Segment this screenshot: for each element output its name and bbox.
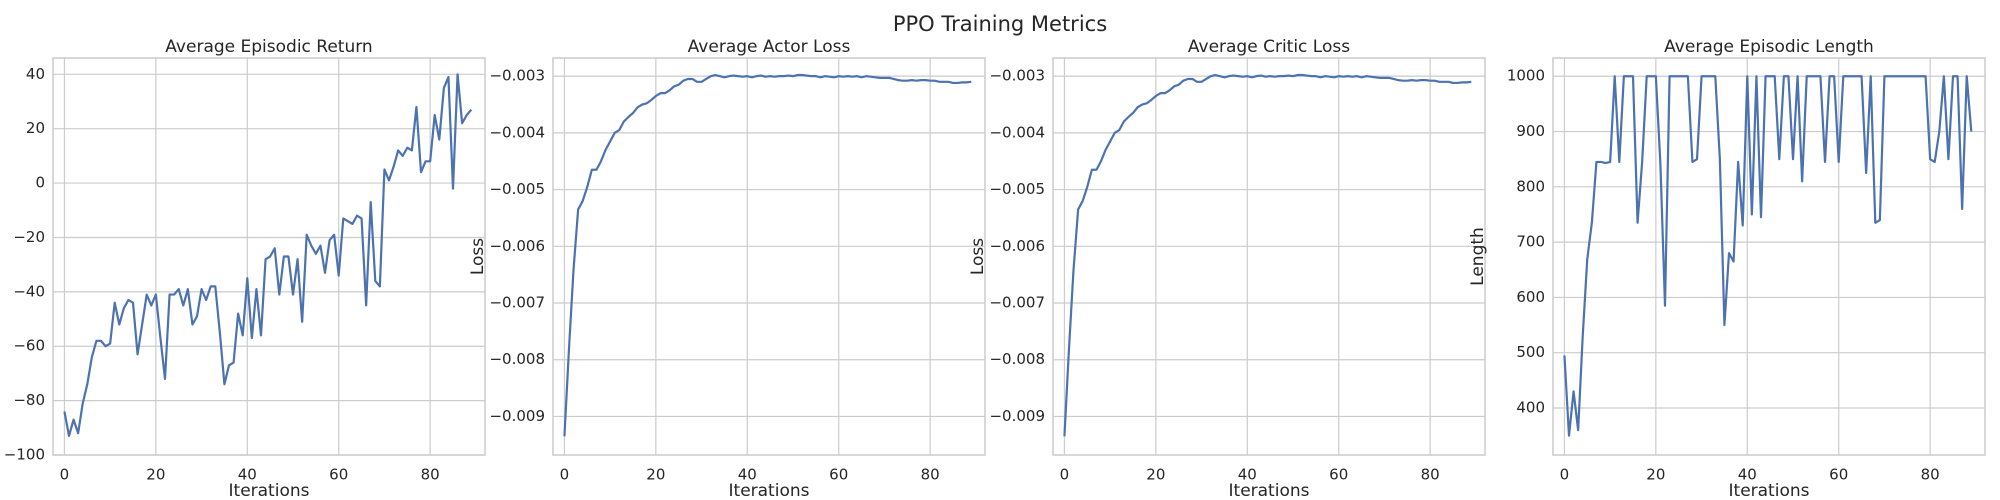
y-axis-label: Loss	[468, 238, 488, 275]
x-tick-label: 60	[1329, 466, 1348, 484]
x-tick-label: 80	[1421, 466, 1440, 484]
x-tick-label: 0	[560, 466, 570, 484]
x-tick-label: 80	[921, 466, 940, 484]
y-tick-label: 700	[1516, 233, 1545, 251]
x-axis-label: Iterations	[229, 481, 310, 500]
x-tick-label: 0	[1060, 466, 1070, 484]
y-axis-label: Loss	[968, 238, 988, 275]
plot-frame	[1552, 57, 1986, 456]
x-tick-label: 40	[238, 466, 257, 484]
y-tick-label: −0.006	[489, 237, 545, 255]
y-tick-label: −100	[4, 446, 45, 464]
x-tick-label: 40	[1238, 466, 1257, 484]
x-tick-label: 20	[146, 466, 165, 484]
y-tick-label: −0.008	[489, 350, 545, 368]
y-tick-label: −0.005	[489, 180, 545, 198]
y-tick-label: 900	[1516, 122, 1545, 140]
x-tick-label: 60	[329, 466, 348, 484]
chart-title: Average Actor Loss	[688, 37, 851, 57]
x-tick-label: 60	[1829, 466, 1848, 484]
y-tick-label: −20	[13, 228, 45, 246]
x-tick-label: 20	[646, 466, 665, 484]
y-tick-label: −40	[13, 282, 45, 300]
series-line	[1063, 73, 1472, 437]
plot-frame	[552, 57, 986, 456]
y-tick-label: −0.003	[989, 67, 1045, 85]
y-tick-label: −0.008	[989, 350, 1045, 368]
chart-panel-1: −100 −80 −60 −40 −20 0 20 40 0 20 40 60 80 Average Ep…	[4, 37, 486, 500]
x-tick-label: 0	[1560, 466, 1570, 484]
y-tick-label: −0.007	[489, 294, 545, 312]
chart-title: Average Critic Loss	[1188, 37, 1350, 57]
chart-panel-4: 400 500 600 700 800 900 1000 0 20 40 60 80 Average E…	[1468, 37, 1986, 500]
x-tick-label: 80	[421, 466, 440, 484]
y-tick-label: −0.005	[989, 180, 1045, 198]
y-tick-label: −0.004	[489, 123, 545, 141]
plot-frame	[1052, 57, 1486, 456]
y-tick-label: −0.009	[989, 407, 1045, 425]
y-tick-label: −0.004	[989, 123, 1045, 141]
chart-title: Average Episodic Return	[165, 37, 372, 57]
y-tick-label: 40	[26, 65, 45, 83]
y-tick-label: 600	[1516, 288, 1545, 306]
x-tick-label: 20	[1646, 466, 1665, 484]
x-tick-label: 40	[738, 466, 757, 484]
series-line	[563, 73, 972, 437]
y-tick-label: 1000	[1507, 67, 1545, 85]
y-tick-label: 0	[35, 174, 45, 192]
x-tick-label: 60	[829, 466, 848, 484]
y-tick-label: −60	[13, 337, 45, 355]
x-tick-label: 20	[1146, 466, 1165, 484]
x-axis-label: Iterations	[1729, 481, 1810, 500]
x-axis-label: Iterations	[729, 481, 810, 500]
y-tick-label: 400	[1516, 399, 1545, 417]
plot-frame	[52, 57, 486, 456]
y-tick-label: 800	[1516, 177, 1545, 195]
y-tick-label: 20	[26, 119, 45, 137]
chart-title: Average Episodic Length	[1664, 37, 1874, 57]
y-axis-label: Length	[1468, 227, 1488, 286]
x-tick-label: 0	[60, 466, 70, 484]
chart-panel-2: −0.009 −0.008 −0.007 −0.006 −0.005 −0.004 −0.0…	[468, 37, 986, 500]
y-tick-label: 500	[1516, 343, 1545, 361]
y-tick-label: −0.003	[489, 67, 545, 85]
figure-title: PPO Training Metrics	[893, 12, 1107, 36]
y-tick-label: −0.009	[489, 407, 545, 425]
series-line	[1563, 75, 1973, 437]
chart-panel-3: −0.009 −0.008 −0.007 −0.006 −0.005 −0.004 −0.0…	[968, 37, 1486, 500]
y-tick-label: −80	[13, 391, 45, 409]
y-tick-label: −0.006	[989, 237, 1045, 255]
x-tick-label: 80	[1921, 466, 1940, 484]
y-tick-label: −0.007	[989, 294, 1045, 312]
series-line	[63, 73, 473, 438]
x-axis-label: Iterations	[1229, 481, 1310, 500]
x-tick-label: 40	[1738, 466, 1757, 484]
